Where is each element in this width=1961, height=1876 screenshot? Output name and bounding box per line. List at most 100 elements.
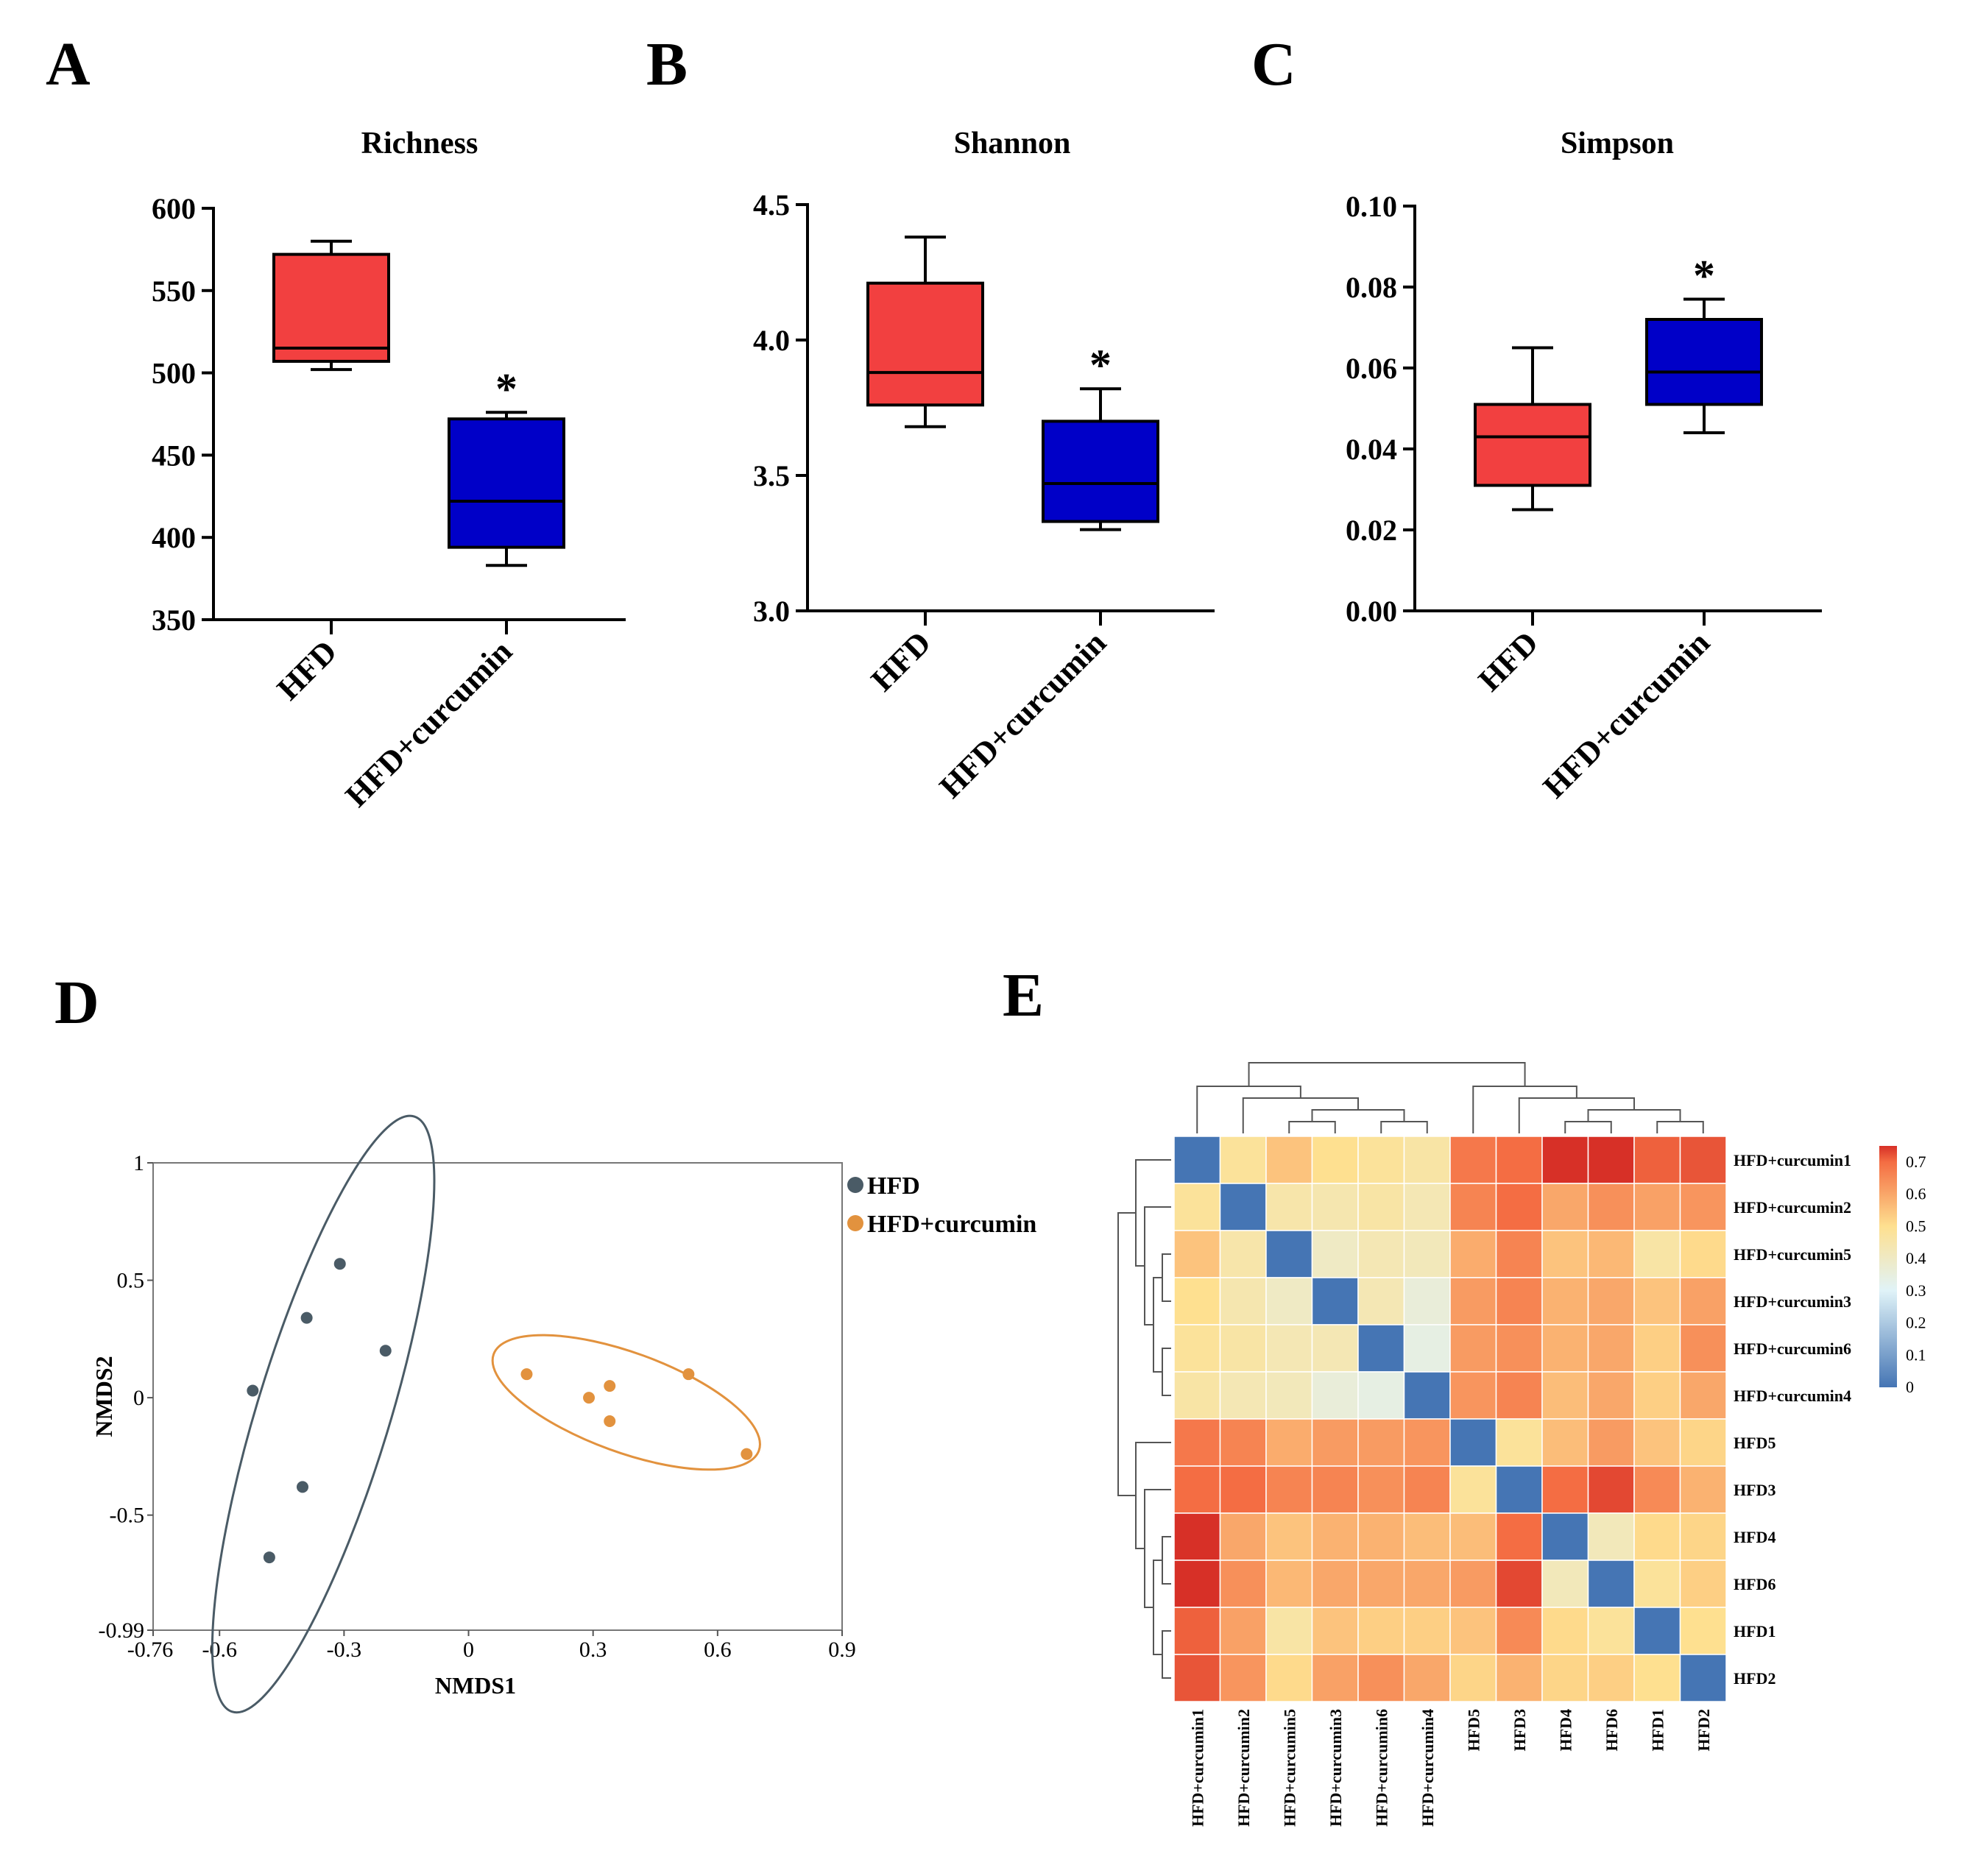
colorbar-tick-label: 0.2 — [1906, 1314, 1926, 1332]
y-tick-label: 0.00 — [1346, 595, 1397, 628]
confidence-ellipse-hfd-curcumin — [491, 1334, 761, 1471]
sample-point-hfd-curcumin — [741, 1448, 753, 1460]
heatmap-cell — [1587, 1183, 1635, 1231]
heatmap-cell — [1449, 1465, 1497, 1514]
x-category-label: HFD — [864, 624, 938, 698]
heatmap-cell — [1449, 1230, 1497, 1278]
heatmap-cell — [1679, 1512, 1727, 1561]
heatmap-cell — [1403, 1230, 1451, 1278]
heatmap-cell — [1541, 1277, 1589, 1325]
heatmap-cell — [1403, 1418, 1451, 1467]
x-tick-label: -0.3 — [327, 1638, 362, 1662]
heatmap-cell — [1173, 1654, 1221, 1702]
heatmap-cell — [1357, 1560, 1405, 1608]
heatmap-cell — [1449, 1512, 1497, 1561]
heatmap-col-label: HFD+curcumin6 — [1372, 1709, 1391, 1827]
heatmap-cell — [1633, 1465, 1681, 1514]
heatmap-cell — [1633, 1418, 1681, 1467]
significance-star: * — [495, 364, 517, 413]
heatmap-cell — [1587, 1230, 1635, 1278]
heatmap-cell — [1311, 1560, 1359, 1608]
heatmap-col-label: HFD5 — [1464, 1709, 1483, 1751]
heatmap-cell — [1357, 1183, 1405, 1231]
heatmap-cell — [1587, 1418, 1635, 1467]
heatmap-row-label: HFD1 — [1734, 1622, 1776, 1640]
legend-marker-hfd — [847, 1177, 863, 1193]
heatmap-cell — [1311, 1607, 1359, 1655]
heatmap-col-label: HFD+curcumin4 — [1418, 1709, 1437, 1827]
heatmap-cell — [1357, 1607, 1405, 1655]
column-dendrogram-branch — [1656, 1121, 1704, 1133]
heatmap-cell — [1541, 1654, 1589, 1702]
heatmap-cell — [1633, 1512, 1681, 1561]
heatmap-col-label: HFD4 — [1556, 1709, 1575, 1751]
heatmap-cell — [1449, 1183, 1497, 1231]
column-dendrogram-branch — [1242, 1097, 1359, 1133]
row-dendrogram-branch — [1144, 1489, 1171, 1608]
heatmap-cell — [1173, 1136, 1221, 1184]
heatmap-cell — [1679, 1324, 1727, 1373]
y-axis-title: NMDS2 — [91, 1356, 117, 1437]
heatmap-row-label: HFD3 — [1734, 1481, 1776, 1499]
heatmap-cell — [1357, 1465, 1405, 1514]
heatmap-cell — [1633, 1136, 1681, 1184]
confidence-ellipse-hfd — [211, 1114, 436, 1714]
heatmap-cell — [1219, 1183, 1267, 1231]
heatmap-cell — [1265, 1654, 1313, 1702]
heatmap-cell — [1587, 1654, 1635, 1702]
chart-title: Shannon — [954, 127, 1071, 160]
heatmap-col-label: HFD+curcumin1 — [1188, 1709, 1206, 1827]
panel-letter-e: E — [1003, 961, 1044, 1030]
panel-e-heatmap: HFD+curcumin1 HFD+curcumin2 HFD+curcumin5 H… — [1117, 1062, 1926, 1827]
heatmap-cell — [1219, 1654, 1267, 1702]
heatmap-cell — [1679, 1560, 1727, 1608]
heatmap-cell — [1495, 1607, 1543, 1655]
heatmap-cell — [1495, 1230, 1543, 1278]
heatmap-cell — [1541, 1230, 1589, 1278]
heatmap-cell — [1449, 1560, 1497, 1608]
heatmap-cell — [1311, 1136, 1359, 1184]
heatmap-col-label: HFD3 — [1510, 1709, 1529, 1751]
chart-title: Simpson — [1561, 127, 1674, 160]
heatmap-col-label: HFD6 — [1603, 1709, 1621, 1751]
heatmap-cell — [1173, 1607, 1221, 1655]
heatmap-cell — [1219, 1560, 1267, 1608]
heatmap-col-label: HFD2 — [1695, 1709, 1713, 1751]
column-dendrogram-branch — [1518, 1097, 1635, 1133]
heatmap-cell — [1311, 1654, 1359, 1702]
heatmap-cell — [1265, 1136, 1313, 1184]
heatmap-cell — [1679, 1654, 1727, 1702]
heatmap-cell — [1357, 1324, 1405, 1373]
x-category-label: HFD — [270, 633, 344, 707]
heatmap-cell — [1219, 1418, 1267, 1467]
box-hfd — [866, 281, 984, 407]
heatmap-cell — [1173, 1230, 1221, 1278]
colorbar-tick-label: 0.4 — [1906, 1249, 1926, 1267]
y-tick-label: 450 — [152, 439, 196, 472]
panel-letter-c: C — [1251, 30, 1296, 99]
heatmap-cell — [1173, 1324, 1221, 1373]
heatmap-cell — [1449, 1654, 1497, 1702]
row-dendrogram-branch — [1162, 1630, 1171, 1679]
column-dendrogram-branch — [1564, 1121, 1612, 1133]
colorbar — [1879, 1146, 1897, 1387]
heatmap-cell — [1633, 1560, 1681, 1608]
heatmap-cell — [1495, 1183, 1543, 1231]
heatmap-cell — [1679, 1277, 1727, 1325]
sample-point-hfd-curcumin — [604, 1415, 616, 1428]
heatmap-cell — [1587, 1465, 1635, 1514]
heatmap-cell — [1495, 1277, 1543, 1325]
column-dendrogram-branch — [1587, 1109, 1681, 1122]
legend-label: HFD — [867, 1172, 920, 1200]
heatmap-cell — [1679, 1607, 1727, 1655]
column-dendrogram-branch — [1196, 1086, 1301, 1133]
panel-d-nmds: -0.76 -0.6 -0.3 0 0.3 0.6 0.9 -0.99 -0.5 0 0.5 1 NMD… — [91, 1114, 1036, 1714]
y-tick-label: -0.99 — [99, 1618, 145, 1643]
heatmap-cell — [1265, 1183, 1313, 1231]
y-tick-label: 0 — [133, 1386, 144, 1410]
heatmap-cell — [1357, 1654, 1405, 1702]
heatmap-cell — [1495, 1324, 1543, 1373]
heatmap-cell — [1633, 1654, 1681, 1702]
heatmap-cell — [1311, 1512, 1359, 1561]
